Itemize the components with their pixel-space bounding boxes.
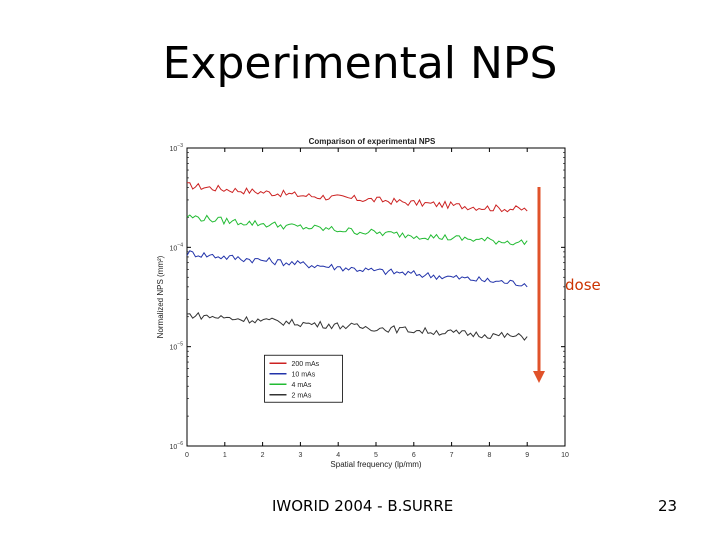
series-line-2 xyxy=(186,214,528,246)
series-line-0 xyxy=(186,182,528,213)
x-tick-label: 0 xyxy=(185,452,189,459)
y-tick-label: 10−6 xyxy=(170,441,184,451)
y-axis-label: Normalized NPS (mm²) xyxy=(156,255,165,338)
x-tick-label: 2 xyxy=(261,452,265,459)
x-tick-label: 8 xyxy=(487,452,491,459)
dose-label: dose xyxy=(565,276,601,294)
x-tick-label: 4 xyxy=(336,452,340,459)
slide-number: 23 xyxy=(658,497,678,515)
x-axis-label: Spatial frequency (lp/mm) xyxy=(330,460,421,469)
nps-chart: Comparison of experimental NPS 10−310−41… xyxy=(156,137,569,469)
x-axis-ticks: 0 1 2 3 4 5 6 7 8 9 10 xyxy=(185,148,569,459)
x-tick-label: 6 xyxy=(412,452,416,459)
x-tick-label: 1 xyxy=(223,452,227,459)
chart-title: Comparison of experimental NPS xyxy=(309,137,436,146)
footer-text: IWORID 2004 - B.SURRE xyxy=(272,497,454,515)
y-tick-label: 10−5 xyxy=(170,342,184,352)
x-tick-label: 3 xyxy=(298,452,302,459)
dose-arrow-head xyxy=(533,371,545,383)
legend-label: 10 mAs xyxy=(291,372,315,379)
x-tick-label: 7 xyxy=(450,452,454,459)
series-line-1 xyxy=(186,250,528,288)
legend-label: 200 mAs xyxy=(291,361,319,368)
dose-arrow xyxy=(533,187,545,383)
x-tick-label: 5 xyxy=(374,452,378,459)
x-tick-label: 9 xyxy=(525,452,529,459)
y-axis-ticks: 10−3 10−4 10−5 10−6 xyxy=(170,143,565,451)
slide-title: Experimental NPS xyxy=(162,38,558,89)
y-tick-label: 10−3 xyxy=(170,143,184,153)
series-line-3 xyxy=(186,311,528,341)
series-layer xyxy=(186,182,528,341)
legend: 200 mAs 10 mAs 4 mAs 2 mAs xyxy=(264,354,343,403)
plot-frame xyxy=(186,147,566,447)
x-tick-label: 10 xyxy=(561,452,569,459)
legend-label: 4 mAs xyxy=(291,382,311,389)
legend-label: 2 mAs xyxy=(291,393,311,400)
y-tick-label: 10−4 xyxy=(170,242,184,252)
